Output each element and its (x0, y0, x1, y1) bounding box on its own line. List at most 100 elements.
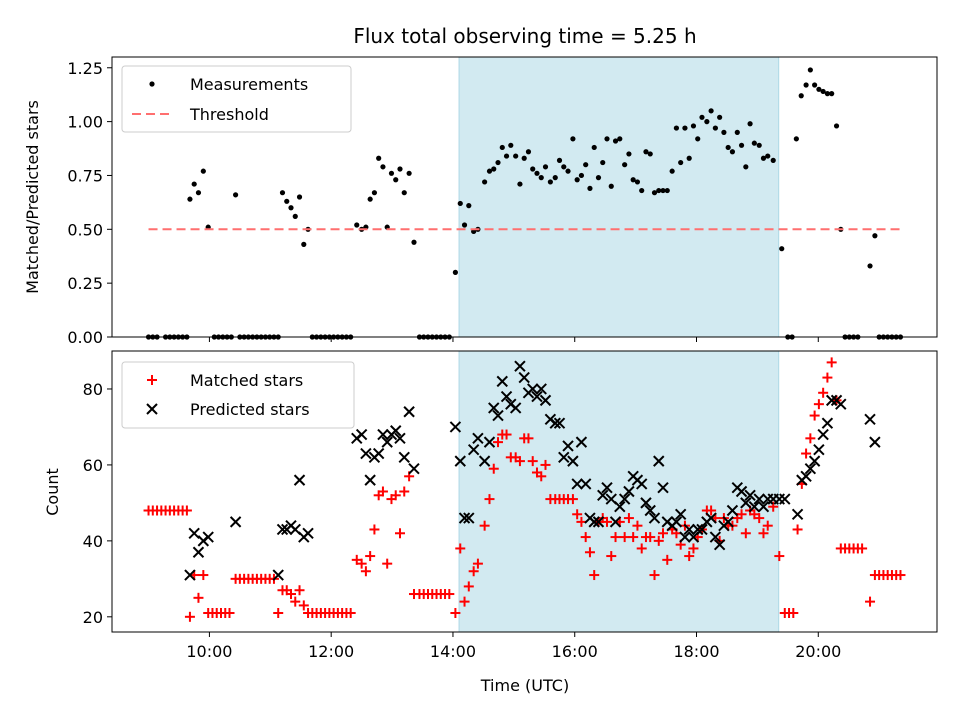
measurement-point (565, 168, 571, 174)
predicted-star-point (553, 417, 566, 429)
matched-star-point (377, 486, 388, 497)
predicted-star-point (804, 463, 817, 475)
predicted-star-point (705, 512, 717, 524)
measurement-point (751, 140, 757, 146)
predicted-star-point (403, 406, 415, 418)
predicted-star-point (496, 375, 508, 388)
bottom-legend-box (121, 361, 355, 429)
predicted-star-point (272, 569, 284, 581)
predicted-star-point (408, 463, 420, 475)
measurement-point (686, 155, 692, 161)
measurement-point (301, 241, 307, 247)
predicted-star-point (539, 394, 552, 407)
measurement-point (495, 159, 501, 166)
top-y-axis: 0.00 0.25 0.50 0.75 1.00 1.25 (67, 59, 112, 347)
measurement-point (829, 91, 835, 97)
legend-matched-symbol (147, 375, 157, 385)
predicted-star-point (483, 436, 496, 448)
measurement-point (508, 142, 514, 148)
predicted-star-point (449, 421, 462, 433)
predicted-star-point (478, 455, 491, 467)
matched-star-point (623, 513, 634, 524)
predicted-star-point (683, 523, 695, 536)
measurement-point (608, 183, 614, 189)
measurement-point (556, 157, 563, 163)
matched-star-point (501, 429, 512, 440)
predicted-star-point (535, 383, 547, 395)
measurement-point (812, 82, 818, 88)
matched-star-point (774, 551, 785, 562)
top-x-axis (208, 337, 819, 342)
predicted-star-point (648, 512, 661, 524)
measurement-point (452, 269, 458, 275)
measurement-point (371, 190, 378, 196)
measurement-point (517, 181, 523, 187)
predicted-star-point (674, 508, 687, 520)
measurement-point (660, 187, 666, 194)
matched-star-point (788, 608, 799, 619)
measurement-point (411, 239, 417, 245)
predicted-star-point (394, 432, 406, 445)
predicted-star-point (713, 538, 726, 551)
legend-threshold-label: Threshold (189, 105, 269, 124)
measurement-point (591, 144, 597, 151)
predicted-star-point (653, 455, 665, 467)
matched-star-point (290, 596, 301, 607)
predicted-star-point (808, 455, 821, 467)
legend-measurements-label: Measurements (190, 75, 308, 94)
top-y-axis-label: Matched/Predicted stars (23, 100, 42, 294)
measurement-point (816, 86, 822, 92)
measurement-point (643, 149, 649, 155)
predicted-star-point (791, 508, 804, 520)
predicted-star-point (588, 516, 600, 528)
predicted-star-point (390, 425, 402, 437)
predicted-star-point (188, 527, 200, 539)
observing-window-shade (458, 350, 780, 633)
matched-star-point (662, 554, 673, 565)
measurement-point (803, 82, 809, 88)
measurement-point (626, 151, 632, 157)
predicted-star-point (722, 516, 734, 528)
matched-star-point (360, 566, 371, 577)
measurement-point (521, 155, 527, 161)
x-tick-label: 10:00 (186, 642, 232, 661)
ratio-panel: 0.00 0.25 0.50 0.75 1.00 1.25 Matched/Predict… (23, 56, 938, 347)
matched-star-point (455, 543, 466, 554)
measurement-point (765, 153, 771, 159)
measurement-point (833, 123, 840, 129)
predicted-star-point (463, 512, 475, 524)
matched-star-point (865, 596, 876, 607)
x-tick-label: 14:00 (430, 642, 476, 661)
measurement-point (699, 114, 705, 120)
predicted-star-point (509, 402, 522, 414)
predicted-star-point (817, 428, 829, 441)
legend-predicted-label: Predicted stars (190, 400, 310, 419)
measurement-point (552, 175, 558, 181)
predicted-star-point (644, 504, 656, 517)
matched-star-point (198, 570, 209, 581)
predicted-star-point (592, 516, 605, 528)
measurement-point (647, 151, 653, 157)
predicted-star-point (779, 493, 791, 505)
predicted-star-point (454, 455, 466, 467)
predicted-star-point (614, 500, 626, 513)
measurement-point (690, 123, 697, 129)
measurement-point (747, 121, 753, 127)
predicted-star-point (360, 447, 372, 460)
predicted-star-point (558, 451, 570, 464)
measurement-point (756, 142, 762, 148)
predicted-star-point (500, 390, 513, 403)
measurement-point (466, 203, 472, 209)
y-tick-label: 0.00 (67, 328, 103, 347)
predicted-star-point (381, 436, 393, 448)
matched-star-point (536, 471, 547, 482)
measurement-point (486, 168, 493, 174)
measurement-point (704, 119, 710, 125)
matched-star-point (468, 566, 479, 577)
predicted-star-point (293, 474, 306, 486)
measurement-point (669, 168, 675, 174)
matched-star-point (895, 570, 906, 581)
predicted-star-point (492, 409, 504, 422)
measurement-point (587, 185, 593, 191)
measurement-point (232, 192, 239, 198)
